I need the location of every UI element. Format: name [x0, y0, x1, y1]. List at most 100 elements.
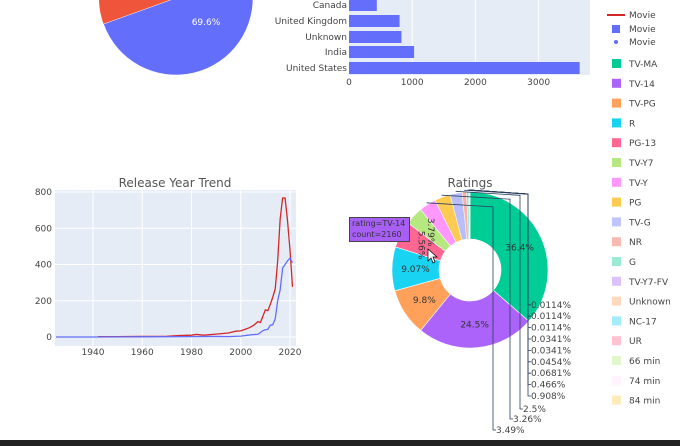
bar-category-label: India — [325, 48, 347, 58]
bar — [349, 46, 415, 58]
legend-item-label: 74 min — [629, 377, 660, 387]
legend-swatch-icon — [612, 276, 621, 286]
legend-swatch-icon — [612, 138, 621, 148]
donut-slice-label: 5.56% — [416, 231, 426, 260]
donut-outside-label: 0.466% — [531, 381, 566, 391]
line-series-1 — [56, 257, 294, 338]
legend-item-label: PG — [629, 199, 641, 209]
line-x-tick: 1960 — [131, 348, 154, 358]
legend-swatch-icon — [612, 177, 621, 187]
donut-outside-label: 0.908% — [531, 392, 566, 402]
legend-item-label: Unknown — [629, 298, 671, 308]
legend-item-label: Movie — [629, 25, 656, 35]
legend-item-label: NR — [629, 238, 642, 248]
donut-slice-label: 24.5% — [460, 320, 489, 330]
line-series-0 — [97, 197, 294, 338]
line-plot-area — [55, 190, 296, 346]
hover-tooltip: rating=TV-14 count=2160 — [349, 217, 410, 242]
legend-item-label: TV-Y — [628, 179, 648, 189]
donut-slice-label: 9.8% — [413, 296, 436, 306]
legend-item-label: G — [629, 258, 636, 268]
donut-slice-NR — [461, 191, 469, 240]
bar — [349, 62, 580, 74]
legend-square-icon — [612, 25, 620, 33]
donut-outside-label: 0.0454% — [531, 358, 571, 368]
legend-dot-icon — [614, 40, 618, 44]
legend-item-label: PG-13 — [629, 139, 656, 149]
bar-category-label: Unknown — [305, 33, 347, 43]
line-x-tick: 1980 — [180, 348, 203, 358]
legend-item-label: NC-17 — [629, 317, 657, 327]
line-y-tick: 600 — [35, 224, 52, 234]
bar-x-tick: 3000 — [527, 78, 550, 88]
legend-item-label: 66 min — [629, 357, 660, 367]
line-x-tick: 2020 — [279, 348, 302, 358]
legend-swatch-icon — [612, 395, 621, 405]
taskbar — [0, 440, 680, 446]
donut-outside-label: 3.49% — [496, 426, 525, 436]
legend-swatch-icon — [612, 356, 621, 365]
legend-swatch-icon — [612, 237, 621, 247]
donut-outside-label: 2.5% — [523, 405, 546, 415]
line-y-tick: 200 — [35, 297, 52, 307]
legend-swatch-icon — [612, 217, 621, 227]
bar-category-label: Canada — [313, 1, 347, 11]
donut-slice-label: 3.79% — [425, 218, 435, 247]
pie-slice — [99, 0, 171, 25]
legend-item-label: Movie — [629, 38, 656, 48]
legend-item-label: TV-PG — [628, 100, 656, 110]
line-x-tick: 2000 — [229, 348, 252, 358]
tooltip-line2: count=2160 — [352, 230, 402, 239]
legend-item-label: TV-MA — [628, 60, 658, 70]
legend-swatch-icon — [612, 316, 621, 326]
legend-item-label: Movie — [629, 11, 656, 21]
bar-x-tick: 2000 — [464, 78, 487, 88]
donut-outside-label: 0.0341% — [531, 346, 571, 356]
legend-swatch-icon — [612, 296, 621, 306]
pie-slice-label: 69.6% — [192, 18, 221, 28]
donut-slice-TV-14 — [420, 289, 530, 349]
legend-item-label: 84 min — [629, 397, 660, 407]
legend-swatch-icon — [612, 197, 621, 207]
legend-swatch-icon — [612, 375, 621, 385]
bar-category-label: United Kingdom — [275, 17, 347, 27]
donut-title: Ratings — [448, 176, 493, 190]
line-x-tick: 1940 — [82, 348, 105, 358]
donut-leader-line — [469, 189, 531, 306]
bar-x-tick: 1000 — [401, 78, 424, 88]
tooltip-line1: rating=TV-14 — [352, 219, 406, 228]
legend-item-label: TV-14 — [628, 80, 655, 90]
legend-item-label: UR — [629, 337, 642, 347]
legend-swatch-icon — [612, 257, 621, 266]
bar-x-tick: 0 — [346, 78, 352, 88]
donut-leader-line — [455, 190, 523, 410]
line-chart-title: Release Year Trend — [119, 176, 232, 190]
legend-item-label: TV-Y7-FV — [628, 278, 669, 288]
bar — [349, 15, 400, 27]
donut-outside-label: 3.26% — [513, 415, 542, 425]
legend-swatch-icon — [612, 118, 621, 128]
bar — [349, 0, 377, 11]
donut-outside-label: 0.0114% — [531, 312, 571, 322]
legend-swatch-icon — [612, 158, 621, 167]
donut-leader-line — [426, 202, 496, 431]
donut-slice-PG — [434, 194, 463, 243]
legend-item-label: TV-G — [628, 218, 651, 228]
mouse-cursor-icon — [427, 248, 438, 264]
donut-outside-label: 0.0114% — [531, 301, 571, 311]
legend-swatch-icon — [612, 59, 621, 68]
pie-slice — [103, 0, 254, 76]
line-y-tick: 400 — [35, 261, 52, 271]
bar — [349, 31, 402, 43]
donut-outside-label: 0.0341% — [531, 335, 571, 345]
donut-outside-label: 0.0681% — [531, 369, 571, 379]
legend-swatch-icon — [612, 336, 621, 346]
donut-outside-label: 0.0114% — [531, 324, 571, 334]
legend-item-label: TV-Y7 — [628, 159, 654, 169]
line-y-tick: 0 — [46, 333, 52, 343]
legend-swatch-icon — [612, 78, 621, 88]
donut-leader-line — [441, 194, 513, 420]
legend-swatch-icon — [612, 98, 621, 108]
bar-category-label: United States — [286, 64, 347, 74]
